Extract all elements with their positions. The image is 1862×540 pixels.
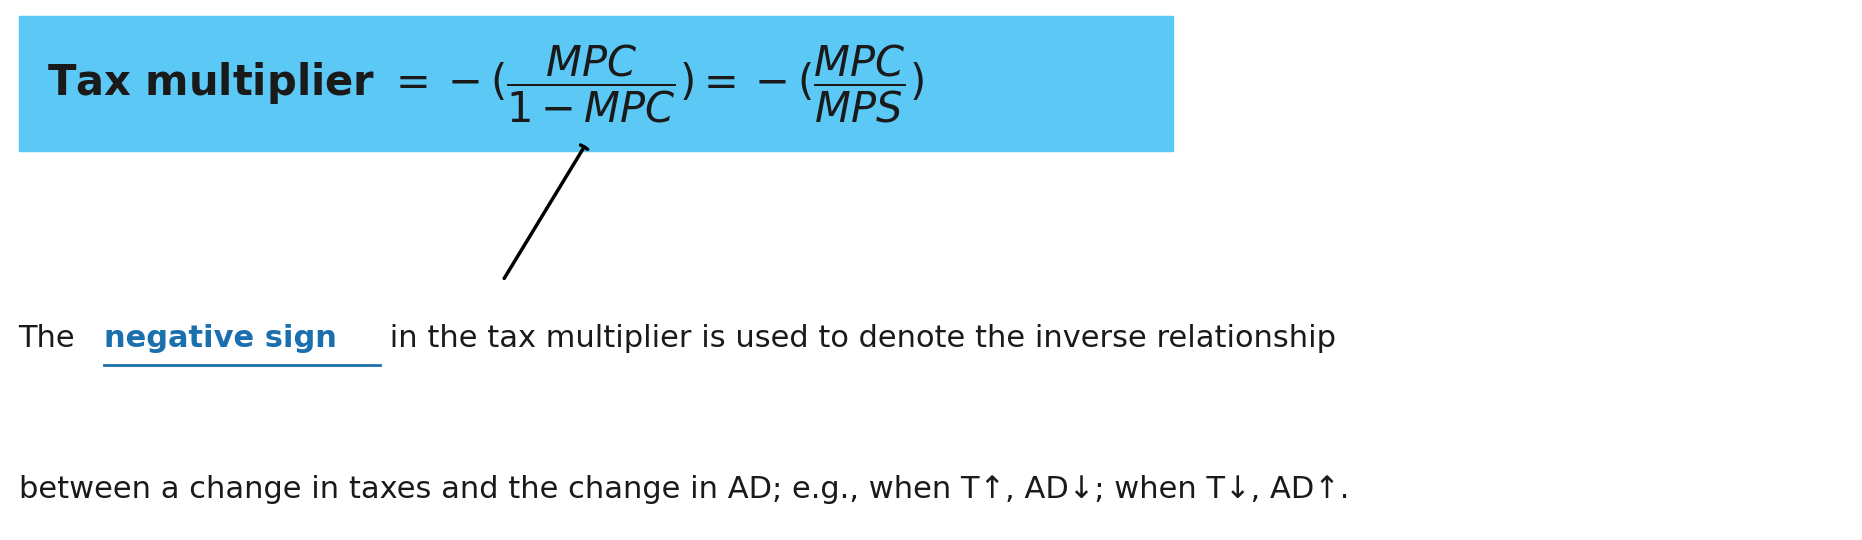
Text: negative sign: negative sign — [104, 324, 337, 353]
Text: The: The — [19, 324, 86, 353]
FancyBboxPatch shape — [19, 16, 1173, 151]
Text: between a change in taxes and the change in AD; e.g., when T↑, AD↓; when T↓, AD↑: between a change in taxes and the change… — [19, 475, 1348, 504]
Text: Tax multiplier $= -(\dfrac{\it{MPC}}{1-\it{MPC}}) = -(\dfrac{\it{MPC}}{\it{MPS}}: Tax multiplier $= -(\dfrac{\it{MPC}}{1-\… — [47, 43, 924, 125]
Text: in the tax multiplier is used to denote the inverse relationship: in the tax multiplier is used to denote … — [380, 324, 1335, 353]
